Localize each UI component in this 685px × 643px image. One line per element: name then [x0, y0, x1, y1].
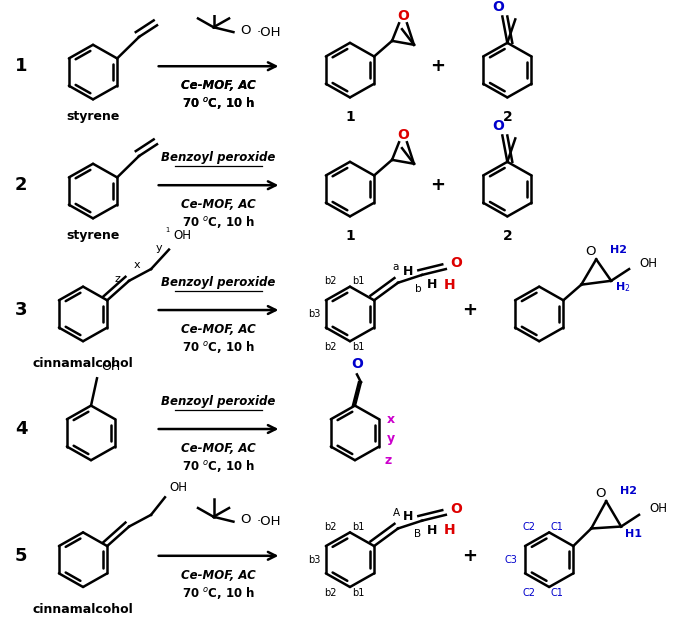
Text: C2: C2	[523, 588, 536, 598]
Text: b2: b2	[324, 342, 336, 352]
Text: Ce-MOF, AC: Ce-MOF, AC	[181, 79, 256, 92]
Text: 70 $^o$C, 10 h: 70 $^o$C, 10 h	[182, 95, 255, 111]
Text: H: H	[444, 278, 456, 292]
Text: Benzoyl peroxide: Benzoyl peroxide	[161, 395, 275, 408]
Text: x: x	[134, 260, 140, 270]
Text: H: H	[403, 511, 413, 523]
Text: 2: 2	[503, 229, 512, 243]
Text: Ce-MOF, AC: Ce-MOF, AC	[181, 79, 256, 92]
Text: y: y	[155, 242, 162, 253]
Text: b1: b1	[352, 276, 364, 285]
Text: O: O	[493, 0, 504, 14]
Text: 70 $^o$C, 10 h: 70 $^o$C, 10 h	[182, 95, 255, 111]
Text: b3: b3	[308, 555, 321, 565]
Text: A: A	[393, 508, 399, 518]
Text: H: H	[403, 264, 413, 278]
Text: a: a	[393, 262, 399, 272]
Text: +: +	[430, 57, 445, 75]
Text: 1: 1	[345, 110, 355, 124]
Text: 5: 5	[15, 547, 27, 565]
Text: b2: b2	[324, 588, 336, 598]
Text: Benzoyl peroxide: Benzoyl peroxide	[161, 276, 275, 289]
Text: O: O	[240, 513, 251, 526]
Text: O: O	[450, 256, 462, 270]
Text: OH: OH	[173, 230, 191, 242]
Text: O: O	[240, 24, 251, 37]
Text: Ce-MOF, AC: Ce-MOF, AC	[181, 323, 256, 336]
Text: O: O	[351, 357, 363, 370]
Text: x: x	[387, 413, 395, 426]
Text: O: O	[397, 127, 409, 141]
Text: +: +	[462, 301, 477, 319]
Text: H: H	[427, 278, 437, 291]
Text: +: +	[430, 176, 445, 194]
Text: ·OH: ·OH	[256, 26, 281, 39]
Text: z: z	[384, 454, 391, 467]
Text: H2: H2	[610, 244, 627, 255]
Text: 70 $^o$C, 10 h: 70 $^o$C, 10 h	[182, 458, 255, 474]
Text: b1: b1	[352, 588, 364, 598]
Text: b2: b2	[324, 276, 336, 285]
Text: 2: 2	[503, 110, 512, 124]
Text: 2: 2	[15, 176, 27, 194]
Text: OH: OH	[649, 502, 667, 516]
Text: ·OH: ·OH	[256, 515, 281, 528]
Text: O: O	[397, 8, 409, 23]
Text: styrene: styrene	[66, 230, 120, 242]
Text: b2: b2	[324, 521, 336, 532]
Text: z: z	[114, 274, 120, 284]
Text: 4: 4	[15, 420, 27, 438]
Text: b1: b1	[352, 521, 364, 532]
Text: C1: C1	[551, 521, 564, 532]
Text: cinnamalcohol: cinnamalcohol	[33, 357, 134, 370]
Text: H$_2$: H$_2$	[615, 280, 631, 294]
Text: Ce-MOF, AC: Ce-MOF, AC	[181, 442, 256, 455]
Text: H: H	[444, 523, 456, 538]
Text: C3: C3	[505, 555, 518, 565]
Text: H: H	[427, 524, 437, 537]
Text: O: O	[493, 119, 504, 132]
Text: 1: 1	[15, 57, 27, 75]
Text: 1: 1	[345, 229, 355, 243]
Text: 3: 3	[15, 301, 27, 319]
Text: H1: H1	[625, 529, 642, 539]
Text: styrene: styrene	[66, 111, 120, 123]
Text: b3: b3	[308, 309, 321, 319]
Text: cinnamalcohol: cinnamalcohol	[33, 603, 134, 616]
Text: OH: OH	[101, 360, 121, 373]
Text: OH: OH	[639, 257, 657, 269]
Text: 70 $^o$C, 10 h: 70 $^o$C, 10 h	[182, 585, 255, 601]
Text: 70 $^o$C, 10 h: 70 $^o$C, 10 h	[182, 214, 255, 230]
Text: b1: b1	[352, 342, 364, 352]
Text: $_1$: $_1$	[165, 225, 171, 235]
Text: C1: C1	[551, 588, 564, 598]
Text: +: +	[462, 547, 477, 565]
Text: B: B	[414, 529, 421, 539]
Text: Ce-MOF, AC: Ce-MOF, AC	[181, 569, 256, 582]
Text: C2: C2	[523, 521, 536, 532]
Text: Benzoyl peroxide: Benzoyl peroxide	[161, 150, 275, 164]
Text: OH: OH	[169, 481, 187, 494]
Text: 70 $^o$C, 10 h: 70 $^o$C, 10 h	[182, 339, 255, 355]
Text: O: O	[585, 245, 595, 258]
Text: b: b	[414, 284, 421, 294]
Text: O: O	[450, 502, 462, 516]
Text: O: O	[595, 487, 606, 500]
Text: Ce-MOF, AC: Ce-MOF, AC	[181, 198, 256, 211]
Text: H2: H2	[620, 486, 637, 496]
Text: y: y	[387, 432, 395, 445]
